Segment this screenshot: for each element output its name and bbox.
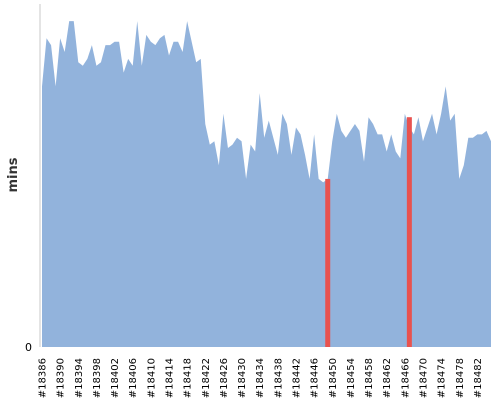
x-tick-label: #18390 <box>56 358 67 398</box>
plot-area <box>42 21 491 348</box>
y-tick-label: 0 <box>25 341 32 354</box>
x-tick-label: #18422 <box>201 358 212 398</box>
x-tick-label: #18430 <box>237 358 248 398</box>
highlight-bar <box>406 117 412 347</box>
x-tick-label: #18398 <box>92 358 103 398</box>
highlight-bar <box>325 178 331 347</box>
x-tick-label: #18438 <box>273 358 284 398</box>
x-tick-label: #18410 <box>146 358 157 398</box>
x-tick-label: #18478 <box>455 358 466 398</box>
x-tick-label: #18402 <box>110 358 121 398</box>
x-tick-label: #18418 <box>183 358 194 398</box>
x-tick-label: #18450 <box>328 358 339 398</box>
x-tick-label: #18470 <box>418 358 429 398</box>
area-series <box>42 21 491 348</box>
x-tick-label: #18406 <box>128 358 139 398</box>
x-tick-label: #18442 <box>291 358 302 398</box>
x-tick-label: #18426 <box>219 358 230 398</box>
x-tick-label: #18434 <box>255 358 266 398</box>
y-axis-label: mins <box>6 157 21 192</box>
x-tick-label: #18446 <box>310 358 321 398</box>
x-tick-label: #18386 <box>38 358 49 398</box>
x-tick-label: #18474 <box>437 358 448 398</box>
x-tick-label: #18394 <box>74 358 85 398</box>
x-tick-labels: #18386 #18390 #18394 #18398 #18402 #18406 #184… <box>38 358 484 398</box>
x-tick-label: #18458 <box>364 358 375 398</box>
x-tick-label: #18454 <box>346 358 357 398</box>
x-tick-label: #18414 <box>164 358 175 398</box>
x-tick-label: #18482 <box>473 358 484 398</box>
x-tick-label: #18462 <box>382 358 393 398</box>
x-tick-label: #18466 <box>400 358 411 398</box>
